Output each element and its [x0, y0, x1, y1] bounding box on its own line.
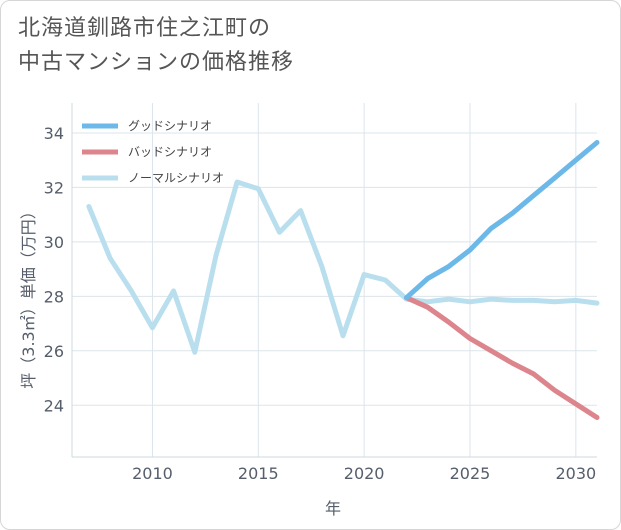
- y-tick-label: 26: [44, 342, 64, 361]
- grid: [72, 103, 597, 457]
- series-lines: [86, 140, 600, 420]
- series-line-0: [404, 140, 600, 301]
- legend-label-2: ノーマルシナリオ: [128, 171, 224, 185]
- y-tick-label: 24: [44, 396, 64, 415]
- y-tick-label: 30: [44, 233, 64, 252]
- x-tick-label: 2030: [555, 464, 596, 483]
- series-line-2: [86, 179, 600, 355]
- y-axis-title: 坪（3.3㎡）単価（万円）: [19, 203, 38, 388]
- y-tick-label: 28: [44, 287, 64, 306]
- title-line-1: 北海道釧路市住之江町の: [18, 16, 272, 41]
- page-title: 北海道釧路市住之江町の 中古マンションの価格推移: [18, 12, 294, 80]
- x-tick-label: 2020: [344, 464, 385, 483]
- x-tick-label: 2025: [450, 464, 491, 483]
- x-tick-label: 2010: [132, 464, 173, 483]
- x-axis-title: 年: [325, 499, 341, 518]
- legend-label-1: バッドシナリオ: [128, 145, 212, 159]
- series-line-1: [404, 295, 600, 420]
- y-tick-label: 32: [44, 178, 64, 197]
- legend-label-0: グッドシナリオ: [128, 119, 212, 133]
- y-tick-label: 34: [44, 124, 64, 143]
- x-tick-label: 2015: [238, 464, 279, 483]
- title-line-2: 中古マンションの価格推移: [18, 50, 295, 75]
- axes: 24 26 28 30 32 34 2010 2015 2020 2025 2030: [44, 103, 597, 483]
